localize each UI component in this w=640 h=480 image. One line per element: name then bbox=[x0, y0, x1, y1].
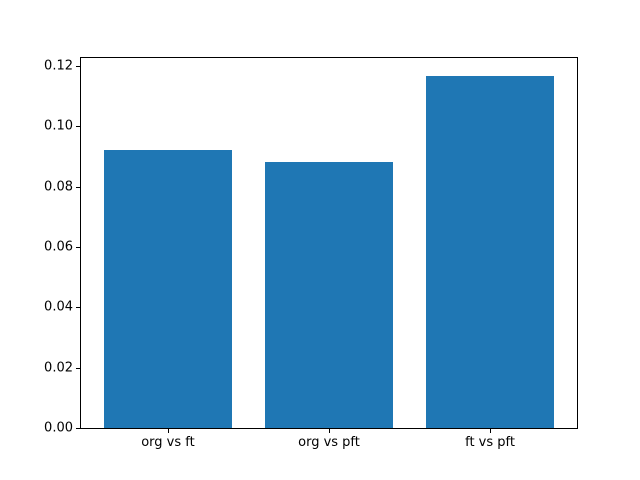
y-tick-label-0.08: 0.08 bbox=[44, 179, 73, 195]
bar-org-vs-ft bbox=[103, 150, 233, 428]
y-tick-mark bbox=[76, 126, 80, 128]
x-tick-label-org-vs-pft: org vs pft bbox=[298, 435, 360, 450]
y-tick-mark bbox=[76, 367, 80, 369]
y-tick-mark bbox=[76, 186, 80, 188]
y-tick-mark bbox=[76, 428, 80, 429]
y-tick-mark bbox=[76, 246, 80, 248]
y-tick-label-0.06: 0.06 bbox=[44, 239, 73, 255]
x-tick-label-org-vs-ft: org vs ft bbox=[141, 435, 195, 450]
y-tick-label-0.02: 0.02 bbox=[44, 360, 73, 376]
y-tick-mark bbox=[76, 65, 80, 67]
x-tick-mark bbox=[329, 429, 330, 433]
plot-area: org vs ft org vs pft ft vs pft 0.00 0.02 0.04… bbox=[44, 57, 578, 449]
y-tick-label-0.10: 0.10 bbox=[44, 118, 73, 134]
bar-ft-vs-pft bbox=[425, 76, 555, 428]
x-tick-label-ft-vs-pft: ft vs pft bbox=[465, 435, 515, 450]
bar-org-vs-pft bbox=[264, 162, 394, 428]
y-tick-label-0.04: 0.04 bbox=[44, 299, 73, 315]
y-tick-label-0.12: 0.12 bbox=[44, 58, 73, 74]
x-tick-mark bbox=[490, 429, 492, 433]
y-tick-mark bbox=[76, 307, 80, 309]
y-tick-label-0.00: 0.00 bbox=[44, 420, 73, 436]
x-tick-mark bbox=[167, 429, 169, 433]
